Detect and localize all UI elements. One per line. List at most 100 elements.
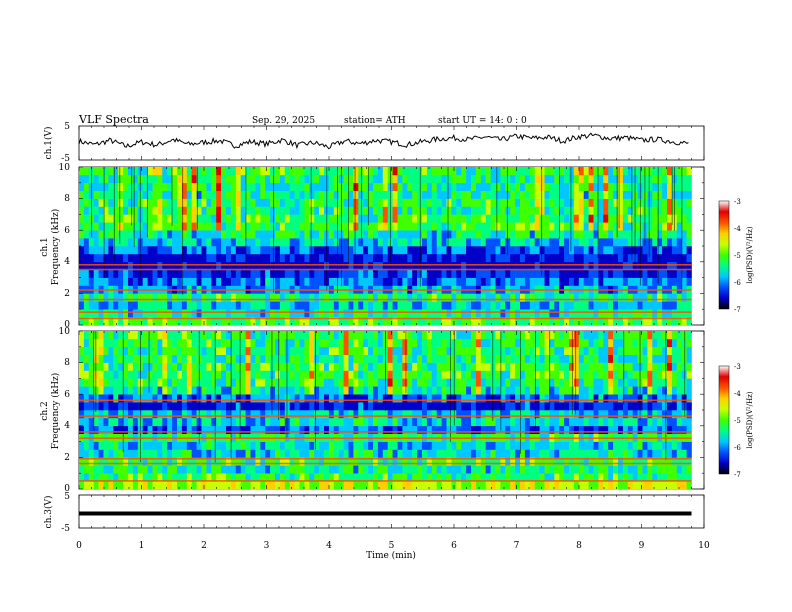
spectrogram-cell xyxy=(118,441,124,450)
spectrogram-cell xyxy=(348,261,354,270)
narrowband-line xyxy=(79,298,692,301)
spectrogram-cell xyxy=(319,174,325,184)
spectrogram-cell xyxy=(299,167,305,176)
spectrogram-cell xyxy=(343,473,349,482)
spectrogram-cell xyxy=(177,481,183,490)
spectrogram-cell xyxy=(79,301,85,310)
spectrogram-cell xyxy=(431,309,437,318)
spectrogram-cell xyxy=(226,370,232,379)
spectrogram-cell xyxy=(132,441,139,450)
spectrogram-cell xyxy=(564,346,570,355)
spectrogram-cell xyxy=(681,167,687,176)
spectrogram-cell xyxy=(618,261,624,270)
spectrogram-cell xyxy=(539,277,545,286)
spectrogram-cell xyxy=(304,309,310,318)
spectrogram-cell xyxy=(549,449,555,458)
spectrogram-cell xyxy=(343,481,349,490)
spectrogram-cell xyxy=(118,253,124,263)
spectrogram-cell xyxy=(436,182,442,191)
spectrogram-cell xyxy=(534,425,540,434)
spectrogram-cell xyxy=(255,346,261,355)
spectrogram-cell xyxy=(108,425,114,434)
spectrogram-cell xyxy=(226,331,232,340)
spectrogram-cell xyxy=(407,449,413,458)
spectrogram-cell xyxy=(578,473,584,482)
spectrogram-cell xyxy=(603,410,609,419)
spectrogram-cell xyxy=(662,277,668,286)
spectrogram-cell xyxy=(260,253,266,263)
spectrogram-cell xyxy=(662,238,668,247)
spectrogram-cell xyxy=(407,277,413,286)
spectrogram-cell xyxy=(662,167,668,176)
spectrogram-cell xyxy=(559,481,565,490)
spectrogram-cell xyxy=(98,277,104,286)
spectrogram-cell xyxy=(196,174,202,184)
spectrogram-cell xyxy=(314,206,320,215)
spectrogram-cell xyxy=(657,222,663,231)
spectrogram-cell xyxy=(598,190,604,199)
spectrogram-cell xyxy=(647,301,653,310)
spectrogram-cell xyxy=(279,338,286,348)
spectrogram-cell xyxy=(657,346,663,355)
spectrogram-cell xyxy=(377,362,384,371)
spectrogram-cell xyxy=(128,386,134,395)
spectrogram-cell xyxy=(422,370,428,379)
spectrogram-cell xyxy=(289,481,295,490)
spectrogram-cell xyxy=(490,449,496,458)
spectrogram-cell xyxy=(79,370,85,379)
spectrogram-cell xyxy=(255,417,261,427)
spectrogram-cell xyxy=(520,394,526,403)
spectrogram-cell xyxy=(314,167,320,176)
spectrogram-cell xyxy=(598,301,604,310)
spectrogram-cell xyxy=(304,410,310,419)
spectrogram-cell xyxy=(652,449,658,458)
spectrogram-cell xyxy=(299,261,305,270)
spectrogram-cell xyxy=(534,293,540,302)
spectrogram-cell xyxy=(647,410,653,419)
spectrogram-cell xyxy=(578,370,584,379)
spectrogram-cell xyxy=(622,362,629,371)
spectrogram-cell xyxy=(216,246,222,255)
spectrogram-cell xyxy=(294,449,300,458)
sferic-streak xyxy=(354,167,356,265)
spectrogram-cell xyxy=(324,293,330,302)
spectrogram-cell xyxy=(211,338,217,348)
spectrogram-cell xyxy=(392,370,398,379)
spectrogram-cell xyxy=(407,386,413,395)
spectrogram-cell xyxy=(402,238,408,247)
spectrogram-cell xyxy=(583,473,589,482)
spectrogram-cell xyxy=(250,246,256,255)
spectrogram-cell xyxy=(422,417,428,427)
spectrogram-cell xyxy=(186,261,192,270)
spectrogram-cell xyxy=(275,473,281,482)
spectrogram-cell xyxy=(510,354,516,363)
spectrogram-cell xyxy=(275,206,281,215)
spectrogram-cell xyxy=(426,277,433,286)
spectrogram-cell xyxy=(191,465,197,474)
spectrogram-cell xyxy=(662,261,668,270)
spectrogram-cell xyxy=(529,378,535,387)
spectrogram-cell xyxy=(475,338,482,348)
spectrogram-cell xyxy=(103,222,109,231)
spectrogram-cell xyxy=(79,449,85,458)
spectrogram-cell xyxy=(353,378,359,387)
spectrogram-cell xyxy=(485,190,491,199)
spectrogram-cell xyxy=(152,222,158,231)
spectrogram-cell xyxy=(98,261,104,270)
spectrogram-cell xyxy=(123,362,129,371)
spectrogram-cell xyxy=(93,206,99,215)
spectrogram-cell xyxy=(103,309,109,318)
spectrogram-cell xyxy=(206,402,212,411)
spectrogram-cell xyxy=(147,354,153,363)
spectrogram-cell xyxy=(216,167,222,176)
spectrogram-cell xyxy=(230,198,237,207)
spectrogram-cell xyxy=(128,246,134,255)
spectrogram-cell xyxy=(289,338,295,348)
spectrogram-cell xyxy=(275,301,281,310)
spectrogram-cell xyxy=(324,378,330,387)
spectrogram-cell xyxy=(495,238,501,247)
spectrogram-cell xyxy=(152,190,158,199)
spectrogram-cell xyxy=(206,269,212,278)
spectrogram-cell xyxy=(475,222,482,231)
spectrogram-cell xyxy=(368,293,374,302)
